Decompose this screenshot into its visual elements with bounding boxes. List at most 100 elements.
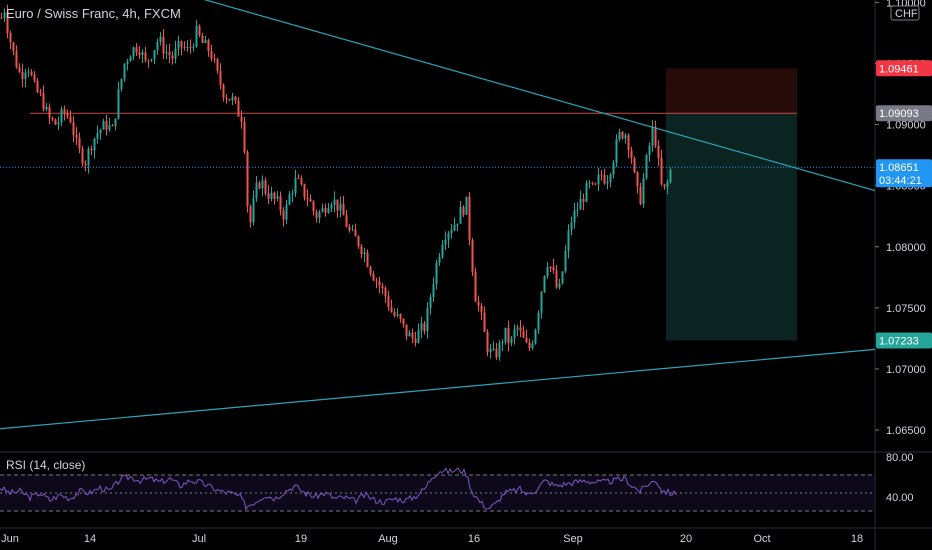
candle-body: [51, 117, 54, 120]
candle-body: [102, 121, 105, 130]
candle-body: [177, 41, 180, 49]
candle-body: [570, 222, 573, 231]
candle-body: [333, 199, 336, 205]
candle-body: [396, 314, 399, 316]
candle-body: [153, 50, 156, 60]
candle-body: [585, 182, 588, 202]
candle-body: [192, 46, 195, 48]
candle-body: [564, 250, 567, 272]
time-tick-label: 14: [84, 533, 96, 545]
candle-body: [438, 256, 441, 263]
candle-body: [381, 285, 384, 288]
candle-body: [66, 113, 69, 117]
candle-body: [552, 266, 555, 271]
candle-body: [189, 46, 192, 48]
candle-body: [252, 198, 255, 223]
candle-body: [621, 131, 624, 139]
candle-body: [519, 327, 522, 331]
candle-body: [528, 342, 531, 349]
candle-body: [222, 84, 225, 98]
resistance-price-badge[interactable]: 1.09093: [876, 105, 932, 122]
candle-body: [36, 80, 39, 92]
candle-body: [387, 296, 390, 308]
candle-body: [594, 183, 597, 185]
candle-body: [276, 196, 279, 199]
candle-body: [573, 210, 576, 223]
candle-body: [300, 178, 303, 185]
candle-body: [501, 342, 504, 344]
candle-body: [654, 126, 657, 146]
chart-title[interactable]: Euro / Swiss Franc, 4h, FXCM: [6, 6, 181, 21]
current-price-badge[interactable]: 1.08651 03:44:21: [876, 159, 932, 188]
trendline-lower[interactable]: [0, 348, 876, 430]
candle-body: [498, 343, 501, 358]
candle-body: [165, 52, 168, 54]
candle-body: [486, 331, 489, 352]
candle-body: [180, 41, 183, 47]
candle-body: [663, 184, 666, 187]
candle-body: [6, 12, 9, 34]
candle-body: [48, 106, 51, 118]
candle-body: [426, 308, 429, 332]
candle-body: [15, 51, 18, 68]
candle-body: [267, 193, 270, 199]
candle-body: [78, 137, 81, 149]
candle-body: [114, 118, 117, 126]
candle-body: [273, 192, 276, 199]
candle-body: [642, 178, 645, 205]
price-tick-label: 1.06500: [886, 425, 926, 437]
rsi-indicator-label[interactable]: RSI (14, close): [6, 458, 86, 472]
price-tick-label: 1.08000: [886, 242, 926, 254]
stop-price-badge[interactable]: 1.09461: [876, 60, 932, 77]
candle-body: [612, 162, 615, 175]
candle-body: [489, 348, 492, 352]
candle-body: [105, 121, 108, 130]
currency-button[interactable]: CHF: [890, 5, 920, 21]
candle-body: [54, 119, 57, 125]
candle-body: [357, 236, 360, 247]
candle-body: [636, 172, 639, 187]
candle-body: [201, 35, 204, 44]
price-tick-label: 1.07500: [886, 303, 926, 315]
target-price-label: 1.07233: [879, 335, 919, 347]
candle-body: [591, 182, 594, 184]
candle-body: [108, 125, 111, 130]
time-axis-ticks[interactable]: Jun 14 Jul 19 Aug 16 Sep 20 Oct 18: [1, 533, 863, 545]
price-scale[interactable]: [875, 0, 932, 550]
candle-body: [447, 233, 450, 240]
stop-loss-zone[interactable]: [666, 68, 797, 114]
candle-body: [576, 209, 579, 211]
candle-body: [240, 116, 243, 122]
candle-body: [534, 329, 537, 344]
candle-body: [9, 33, 12, 43]
candle-body: [228, 99, 231, 101]
candle-body: [33, 74, 36, 81]
target-price-badge[interactable]: 1.07233: [876, 332, 932, 349]
trendline-upper[interactable]: [120, 0, 876, 192]
candle-body: [615, 139, 618, 163]
candle-body: [597, 174, 600, 185]
candle-body: [645, 155, 648, 179]
candle-body: [492, 348, 495, 350]
current-price-label: 1.08651: [879, 162, 919, 174]
candle-body: [648, 145, 651, 156]
take-profit-zone[interactable]: [666, 113, 797, 341]
candle-body: [312, 201, 315, 212]
candle-body: [555, 270, 558, 288]
candle-body: [45, 106, 48, 110]
candle-body: [513, 329, 516, 338]
candle-body: [162, 36, 165, 54]
candle-body: [156, 42, 159, 51]
candle-body: [261, 180, 264, 189]
candle-body: [429, 296, 432, 309]
candle-body: [159, 36, 162, 43]
candle-body: [336, 199, 339, 211]
candle-body: [579, 198, 582, 210]
candle-body: [303, 184, 306, 198]
candle-body: [420, 323, 423, 331]
candle-body: [75, 134, 78, 138]
candle-body: [423, 323, 426, 332]
price-tick-label: 1.10000: [886, 0, 926, 9]
time-tick-label: 16: [468, 533, 480, 545]
